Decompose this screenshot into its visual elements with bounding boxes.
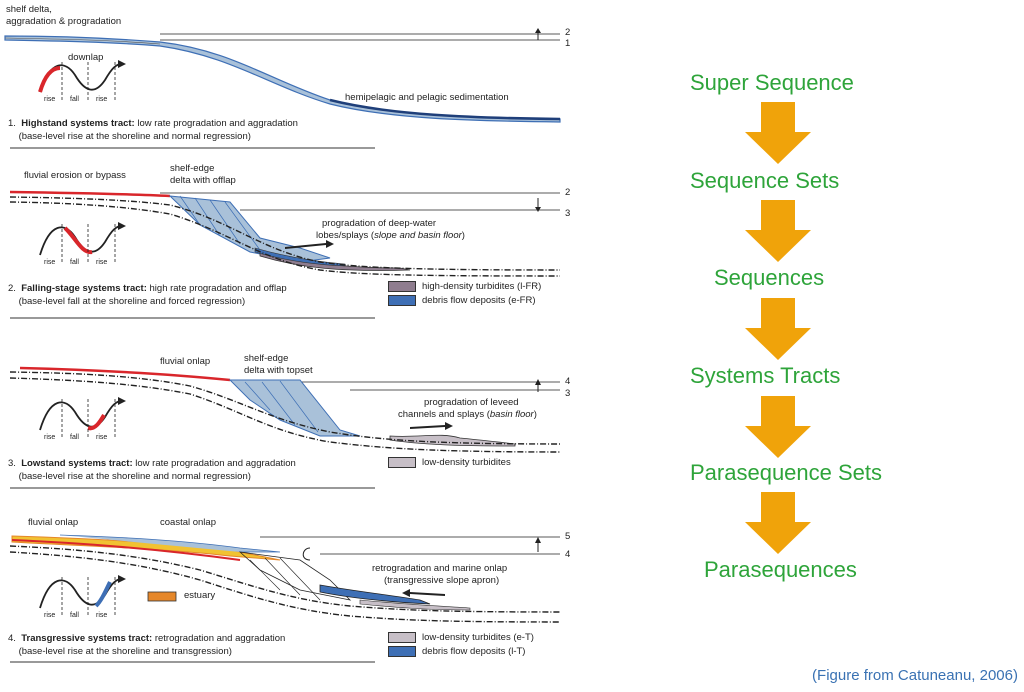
panel-2-curve-fall: fall: [70, 259, 79, 266]
panel-4-label-retrogradation: retrogradation and marine onlap: [372, 563, 508, 574]
panel-2-number-3: 3: [565, 208, 571, 219]
panel-1-caption: 1. Highstand systems tract: low rate pro…: [8, 118, 298, 142]
panel-2-label-delta-offlap: delta with offlap: [170, 175, 236, 186]
hierarchy-parasequences: Parasequences: [704, 557, 857, 582]
panel-2-curve-rise: rise: [44, 259, 56, 266]
hierarchy-parasequence-sets: Parasequence Sets: [690, 460, 883, 485]
systems-tracts-figure: shelf delta, aggradation & progradation …: [4, 4, 571, 663]
low-density-swatch-icon: [388, 457, 416, 468]
debris-swatch-icon: [388, 295, 416, 306]
panel-4-label-estuary: estuary: [184, 590, 216, 601]
panel-4-curve-rise-2: rise: [96, 612, 108, 619]
panel-3-legend-low-density: low-density turbidites: [388, 457, 511, 468]
panel-1-curve-rise: rise: [44, 96, 56, 103]
down-arrow-icon: [745, 102, 811, 164]
systems-tracts-drawing: [4, 28, 561, 663]
panel-3-curve-rise: rise: [44, 434, 56, 441]
panel-3-label-delta-topset: delta with topset: [244, 365, 313, 376]
panel-4-curve-rise: rise: [44, 612, 56, 619]
panel-3-label-progradation: progradation of leveed: [424, 397, 519, 408]
high-density-swatch-icon: [388, 281, 416, 292]
panel-2-drawing: [9, 190, 561, 319]
panel-3-label-channels: channels and splays (basin floor): [398, 409, 537, 420]
hierarchy-systems-tracts: Systems Tracts: [690, 363, 841, 388]
panel-1-label-shelf-delta: shelf delta,: [6, 4, 52, 15]
panel-1-label-downlap: downlap: [68, 52, 104, 63]
panel-3-drawing: [9, 366, 561, 489]
down-arrow-icon: [745, 492, 811, 554]
panel-4-caption: 4. Transgressive systems tract: retrogra…: [8, 633, 286, 657]
hierarchy-sequence-sets: Sequence Sets: [690, 168, 840, 193]
panel-2-caption: 2. Falling-stage systems tract: high rat…: [8, 283, 287, 307]
panel-1-number-1: 1: [565, 38, 571, 49]
panel-4-legend-debris: debris flow deposits (l-T): [388, 646, 525, 657]
panel-2-legend-debris: debris flow deposits (e-FR): [388, 295, 536, 306]
panel-3-number-3: 3: [565, 388, 571, 399]
panel-3-caption: 3. Lowstand systems tract: low rate prog…: [8, 458, 296, 482]
panel-3-label-fluvial-onlap: fluvial onlap: [160, 356, 211, 367]
panel-4-label-slope-apron: (transgressive slope apron): [384, 575, 500, 586]
panel-4-legend-low-density: low-density turbidites (e-T): [388, 632, 534, 643]
low-density-swatch-icon: [388, 632, 416, 643]
debris-swatch-icon: [388, 646, 416, 657]
panel-4-number-5: 5: [565, 531, 571, 542]
down-arrow-icon: [745, 396, 811, 458]
figure-credit: (Figure from Catuneanu, 2006): [812, 667, 1018, 684]
down-arrow-icon: [745, 298, 811, 360]
panel-2-number-2: 2: [565, 187, 571, 198]
panel-2-label-shelf-edge: shelf-edge: [170, 163, 215, 174]
panel-4-number-4: 4: [565, 549, 571, 560]
down-arrow-icon: [745, 200, 811, 262]
panel-4-label-coastal-onlap: coastal onlap: [160, 517, 216, 528]
panel-1-number-2: 2: [565, 27, 571, 38]
panel-4-label-fluvial-onlap: fluvial onlap: [28, 517, 79, 528]
panel-1-drawing: [4, 28, 561, 149]
panel-4-drawing: [9, 534, 561, 663]
hierarchy-sequences: Sequences: [714, 265, 825, 290]
panel-1-label-hemipelagic: hemipelagic and pelagic sedimentation: [345, 92, 509, 103]
panel-2-label-fluvial-erosion: fluvial erosion or bypass: [24, 170, 126, 181]
panel-1-curve-fall: fall: [70, 96, 79, 103]
panel-3-number-4: 4: [565, 376, 571, 387]
panel-1-curve-rise-2: rise: [96, 96, 108, 103]
panel-2-curve-rise-2: rise: [96, 259, 108, 266]
panel-4-curve-fall: fall: [70, 612, 79, 619]
panel-1-label-aggradation: aggradation & progradation: [6, 16, 122, 27]
hierarchy-super-sequence: Super Sequence: [690, 70, 854, 95]
panel-3-curve-fall: fall: [70, 434, 79, 441]
panel-2-label-lobes: lobes/splays (slope and basin floor): [316, 230, 465, 241]
panel-3-curve-rise-2: rise: [96, 434, 108, 441]
panel-3-label-shelf-edge: shelf-edge: [244, 353, 289, 364]
panel-2-legend-high-density: high-density turbidites (l-FR): [388, 281, 541, 292]
panel-2-label-progradation: progradation of deep-water: [322, 218, 437, 229]
